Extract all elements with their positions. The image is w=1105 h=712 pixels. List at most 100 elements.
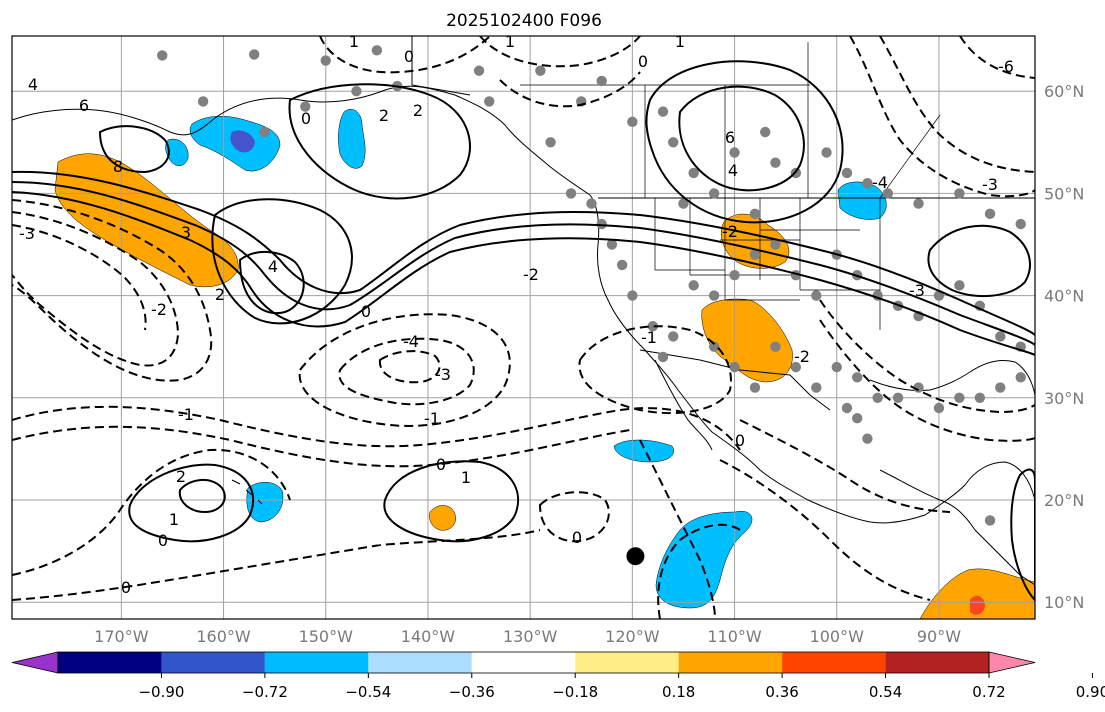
colorbar-extend-min (11, 651, 59, 674)
station-dot (1036, 413, 1046, 423)
contour-label: 0 (301, 109, 311, 128)
contour-solid-3 (12, 191, 1035, 356)
latitude-tick-label: 60°N (1044, 82, 1084, 101)
contour-solid-12 (383, 460, 520, 543)
contour-label: 2 (215, 285, 225, 304)
station-dot (954, 392, 965, 403)
contour-dashed-6 (378, 350, 441, 384)
contour-label: -1 (178, 405, 194, 424)
coastline-gulf (869, 359, 1035, 396)
station-dot (197, 96, 209, 107)
blue-region-gulf-alaska (230, 130, 255, 153)
coastlines (12, 36, 1035, 586)
contour-label: 1 (461, 468, 471, 487)
colorbar-segment (885, 652, 989, 673)
station-dot (770, 341, 781, 352)
station-dot (984, 515, 996, 526)
dashed-contours (12, 36, 1035, 619)
contour-dashed-18 (959, 36, 1035, 79)
station-dot (749, 208, 761, 220)
colorbar-tick-label: −0.72 (242, 683, 288, 701)
contour-solid-7 (678, 85, 805, 192)
contour-dashed-24 (739, 419, 951, 513)
colorbar-extend-max (988, 651, 1036, 674)
station-dot (749, 249, 761, 260)
contour-label: 2 (176, 467, 186, 486)
contour-solid-2 (12, 181, 1035, 346)
station-dot (851, 413, 863, 424)
shaded-anomaly-regions (54, 109, 1035, 619)
longitude-tick-label: 150°W (299, 627, 354, 646)
longitude-tick-label: 170°W (94, 627, 149, 646)
contour-label: 1 (169, 510, 179, 529)
contour-label: 0 (638, 52, 648, 71)
contour-label: -4 (872, 173, 888, 192)
contour-label: 0 (121, 578, 131, 597)
red-region-central-america (970, 595, 985, 615)
latitude-tick-labels: 60°N 50°N 40°N 30°N 20°N 10°N (1044, 82, 1084, 612)
contour-label: 0 (158, 531, 168, 550)
contour-solid-8 (645, 60, 844, 224)
station-dot (841, 167, 853, 179)
contour-solid-6 (211, 198, 353, 325)
map-frame (11, 35, 1036, 620)
station-dot (657, 106, 669, 117)
station-dot (249, 49, 260, 60)
latitude-tick-label: 40°N (1044, 287, 1084, 306)
map-background (12, 36, 1035, 619)
contour-label: 0 (436, 455, 446, 474)
contour-dashed-14 (479, 36, 641, 68)
colorbar-tick-label: −0.36 (449, 683, 495, 701)
storm-center-marker (626, 547, 645, 566)
station-dot (1067, 229, 1077, 239)
contour-label: 4 (268, 257, 278, 276)
station-dot (749, 382, 761, 393)
longitude-tick-label: 130°W (503, 627, 558, 646)
station-dot (473, 65, 485, 76)
latitude-tick-label: 30°N (1044, 389, 1084, 408)
station-dot (565, 188, 577, 199)
hawaii-islands (231, 479, 263, 505)
cyan-region-aleutian (165, 138, 189, 166)
contour-dashed-16 (849, 36, 1035, 198)
station-dot (157, 50, 168, 61)
contour-solid-4 (98, 125, 170, 174)
latitude-tick-label: 50°N (1044, 184, 1084, 203)
longitude-tick-label: 140°W (401, 627, 456, 646)
contour-dashed-4 (298, 313, 511, 427)
station-dot (841, 402, 853, 414)
contour-label: -2 (794, 347, 810, 366)
station-dot (862, 433, 873, 444)
contour-dashed-10 (12, 529, 541, 601)
colorbar-tick-label: 0.72 (972, 683, 1005, 701)
station-dot (811, 290, 822, 301)
contour-label: 2 (413, 101, 423, 120)
colorbar-outline (57, 651, 990, 674)
contour-label: 8 (113, 157, 123, 176)
longitude-tick-label: 100°W (810, 627, 865, 646)
station-dot (933, 402, 945, 414)
station-markers (157, 45, 1097, 526)
longitude-tick-label: 160°W (196, 627, 251, 646)
contour-dashed-3 (12, 224, 147, 331)
station-dot (606, 239, 618, 250)
station-dot (729, 147, 740, 158)
station-dot (995, 382, 1006, 393)
station-dot (668, 137, 679, 148)
station-dot (1077, 311, 1087, 321)
station-dot (811, 382, 822, 393)
contour-solid-9 (288, 83, 471, 200)
colorbar-segment (471, 652, 576, 673)
station-dot (913, 382, 924, 393)
contour-dashed-8 (12, 425, 631, 468)
station-dot (259, 126, 270, 138)
station-dot (688, 167, 699, 179)
contour-dashed-11 (538, 491, 610, 543)
coastline-baja (654, 359, 713, 451)
contour-dashed-5 (338, 337, 475, 406)
station-dot (1015, 218, 1026, 230)
colorbar-segment (782, 652, 886, 673)
station-dot (1087, 250, 1097, 260)
